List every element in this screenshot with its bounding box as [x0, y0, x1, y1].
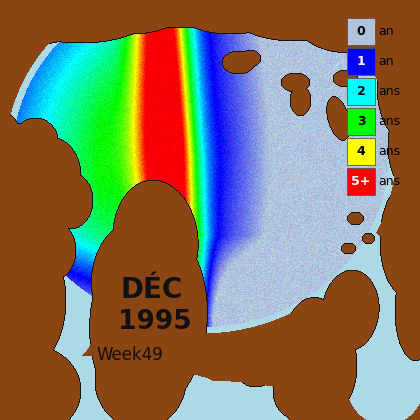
Text: 5+: 5+ [351, 175, 371, 188]
Text: an: an [378, 25, 394, 38]
Text: ans: ans [378, 115, 400, 128]
Text: 0: 0 [357, 25, 365, 38]
Text: Week49: Week49 [97, 346, 163, 364]
Text: 1995: 1995 [118, 309, 192, 335]
FancyBboxPatch shape [347, 108, 375, 135]
FancyBboxPatch shape [347, 48, 375, 75]
Text: ans: ans [378, 145, 400, 158]
Text: 4: 4 [357, 145, 365, 158]
FancyBboxPatch shape [347, 138, 375, 165]
Text: ans: ans [378, 85, 400, 98]
Text: 1: 1 [357, 55, 365, 68]
Text: an: an [378, 55, 394, 68]
Text: 2: 2 [357, 85, 365, 98]
FancyBboxPatch shape [347, 18, 375, 45]
Text: ans: ans [378, 175, 400, 188]
Text: DÉC: DÉC [121, 276, 183, 304]
FancyBboxPatch shape [347, 168, 375, 195]
Text: 3: 3 [357, 115, 365, 128]
FancyBboxPatch shape [347, 78, 375, 105]
